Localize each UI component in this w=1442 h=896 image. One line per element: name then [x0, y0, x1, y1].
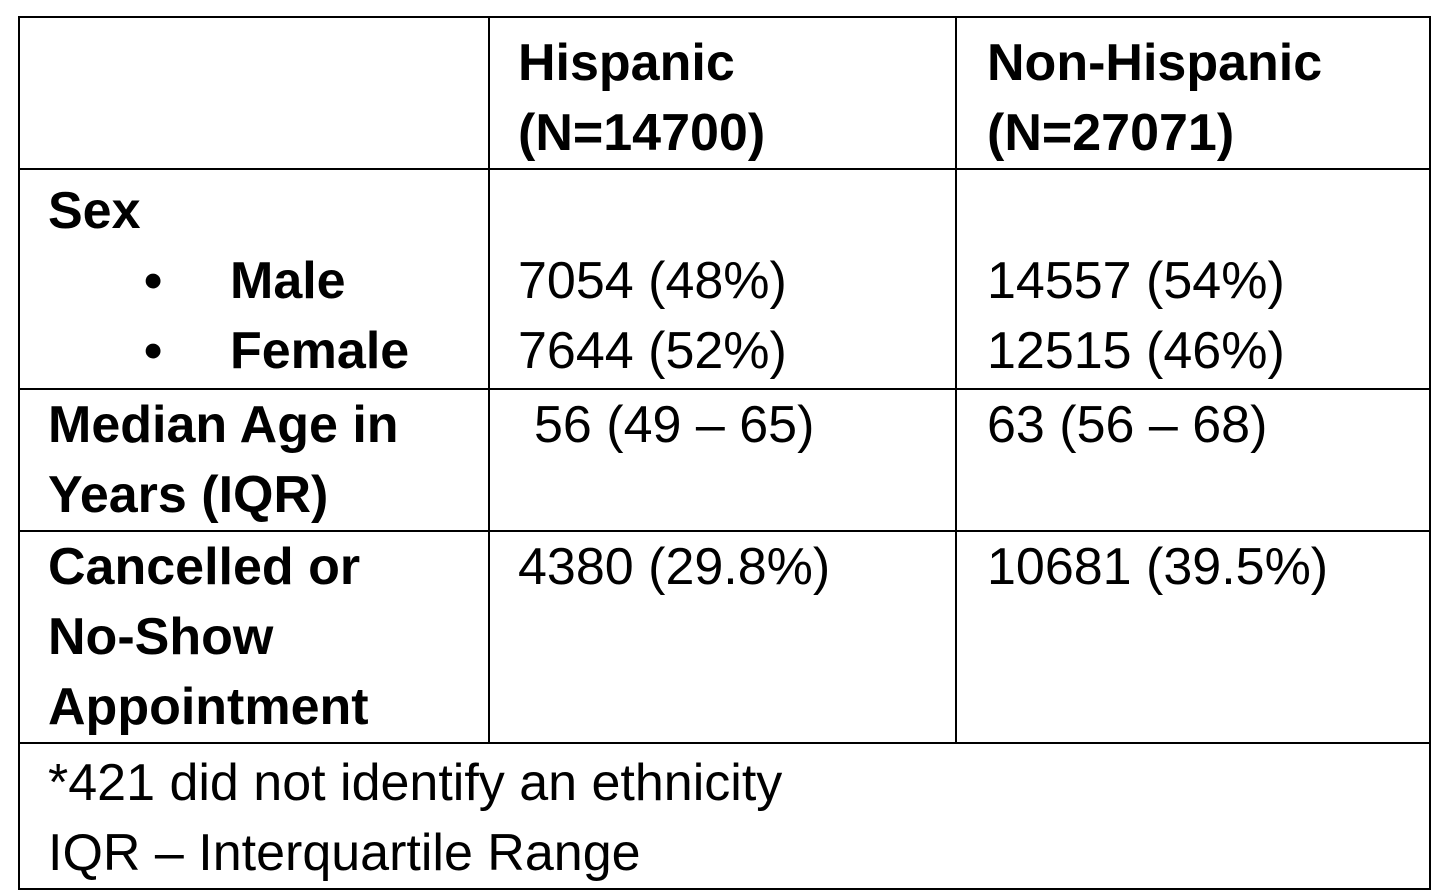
- hispanic-male-value: 7054 (48%): [518, 252, 787, 310]
- header-hispanic-title: Hispanic: [518, 34, 735, 92]
- footnote-ethnicity: *421 did not identify an ethnicity: [48, 754, 783, 812]
- row-label-age: Median Age in Years (IQR): [18, 388, 490, 532]
- header-corner-cell: [18, 16, 490, 170]
- table-footer-row: *421 did not identify an ethnicity IQR –…: [18, 742, 1431, 890]
- age-label-line2: Years (IQR): [48, 466, 329, 524]
- age-nonhispanic-cell: 63 (56 – 68): [955, 388, 1431, 532]
- table-header-row: Hispanic (N=14700) Non-Hispanic (N=27071…: [18, 16, 1431, 170]
- male-list-item: • Male: [48, 246, 488, 316]
- bullet-icon: •: [144, 322, 163, 380]
- bullet-icon: •: [144, 252, 163, 310]
- row-label-cancelled: Cancelled or No-Show Appointment: [18, 530, 490, 744]
- cancelled-label-line3: Appointment: [48, 678, 369, 736]
- nonhispanic-female-value: 12515 (46%): [987, 322, 1285, 380]
- table-row-age: Median Age in Years (IQR) 56 (49 – 65) 6…: [18, 388, 1431, 532]
- cancelled-nonhispanic-value: 10681 (39.5%): [987, 538, 1329, 596]
- sex-nonhispanic-cell: 14557 (54%) 12515 (46%): [955, 168, 1431, 390]
- row-label-sex: Sex • Male • Female: [18, 168, 490, 390]
- header-hispanic: Hispanic (N=14700): [488, 16, 957, 170]
- footnote-iqr: IQR – Interquartile Range: [48, 824, 641, 882]
- cancelled-label-line2: No-Show: [48, 608, 274, 666]
- header-nonhispanic-title: Non-Hispanic: [987, 34, 1323, 92]
- age-label-line1: Median Age in: [48, 396, 399, 454]
- cancelled-nonhispanic-cell: 10681 (39.5%): [955, 530, 1431, 744]
- age-nonhispanic-value: 63 (56 – 68): [987, 396, 1268, 454]
- demographics-table: Hispanic (N=14700) Non-Hispanic (N=27071…: [18, 16, 1431, 890]
- table-row-cancelled: Cancelled or No-Show Appointment 4380 (2…: [18, 530, 1431, 744]
- female-list-item: • Female: [48, 316, 488, 386]
- male-label: Male: [230, 252, 346, 310]
- header-nonhispanic: Non-Hispanic (N=27071): [955, 16, 1431, 170]
- nonhispanic-male-value: 14557 (54%): [987, 252, 1285, 310]
- female-label: Female: [230, 322, 410, 380]
- header-nonhispanic-count: (N=27071): [987, 104, 1235, 162]
- table-row-sex: Sex • Male • Female 7054 (48%) 7644 (52%…: [18, 168, 1431, 390]
- sex-label: Sex: [48, 182, 141, 240]
- age-hispanic-value: 56 (49 – 65): [534, 396, 815, 454]
- cancelled-label-line1: Cancelled or: [48, 538, 361, 596]
- footnote-cell: *421 did not identify an ethnicity IQR –…: [18, 742, 1431, 890]
- header-hispanic-count: (N=14700): [518, 104, 766, 162]
- cancelled-hispanic-value: 4380 (29.8%): [518, 538, 831, 596]
- cancelled-hispanic-cell: 4380 (29.8%): [488, 530, 957, 744]
- age-hispanic-cell: 56 (49 – 65): [488, 388, 957, 532]
- hispanic-female-value: 7644 (52%): [518, 322, 787, 380]
- sex-hispanic-cell: 7054 (48%) 7644 (52%): [488, 168, 957, 390]
